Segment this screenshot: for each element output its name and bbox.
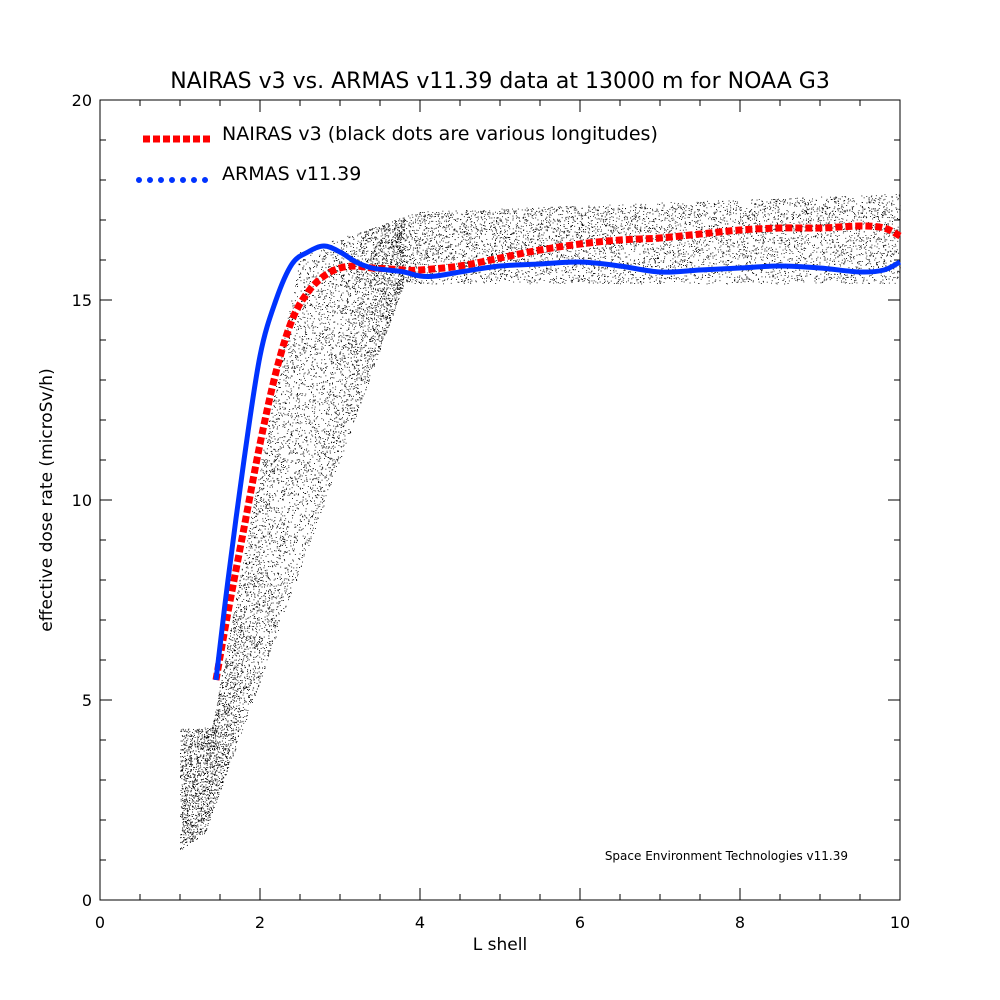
longitude-scatter-points bbox=[180, 194, 901, 850]
x-tick-label: 2 bbox=[255, 913, 265, 932]
x-tick-label: 6 bbox=[575, 913, 585, 932]
x-tick-label: 8 bbox=[735, 913, 745, 932]
x-tick-label: 0 bbox=[95, 913, 105, 932]
x-axis-label: L shell bbox=[473, 935, 527, 955]
y-tick-label: 15 bbox=[72, 291, 92, 310]
scatter-points-path bbox=[180, 194, 901, 850]
y-tick-label: 10 bbox=[72, 491, 92, 510]
y-tick-label: 20 bbox=[72, 91, 92, 110]
y-axis-label: effective dose rate (microSv/h) bbox=[37, 368, 57, 631]
legend: NAIRAS v3 (black dots are various longit… bbox=[136, 123, 658, 185]
chart-title: NAIRAS v3 vs. ARMAS v11.39 data at 13000… bbox=[170, 69, 830, 94]
legend-label-nairas: NAIRAS v3 (black dots are various longit… bbox=[222, 123, 658, 145]
axis-ticks: 0 2 4 6 8 10 0 5 10 15 20 bbox=[72, 91, 911, 932]
legend-label-armas: ARMAS v11.39 bbox=[222, 163, 361, 185]
credit-annotation: Space Environment Technologies v11.39 bbox=[605, 849, 848, 863]
x-tick-label: 10 bbox=[890, 913, 910, 932]
series-line-armas bbox=[213, 243, 902, 681]
series-line-nairas bbox=[212, 222, 902, 681]
x-tick-label: 4 bbox=[415, 913, 425, 932]
y-tick-label: 5 bbox=[82, 691, 92, 710]
series-lines bbox=[212, 222, 902, 681]
y-tick-label: 0 bbox=[82, 891, 92, 910]
